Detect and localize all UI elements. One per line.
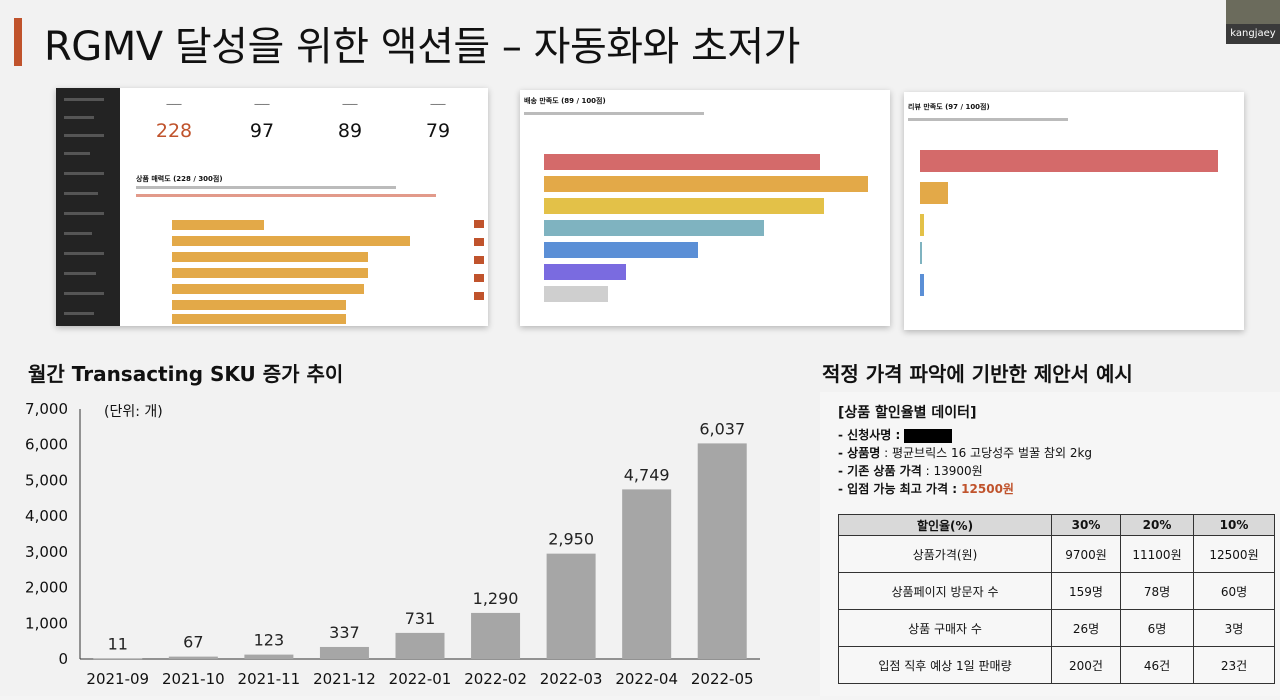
dashboard-sidebar [56, 88, 120, 326]
kpi-card: ━━━━━ 79 [425, 102, 451, 142]
x-tick-label: 2022-04 [615, 670, 678, 688]
max-price-line: - 입점 가능 최고 가격 : 12500원 [838, 482, 1014, 496]
table-header-cell: 할인율(%) [838, 514, 1052, 536]
slide-title: RGMV 달성을 위한 액션들 – 자동화와 초저가 [44, 24, 800, 70]
x-tick-label: 2022-03 [540, 670, 603, 688]
right-section-title: 적정 가격 파악에 기반한 제안서 예시 [822, 362, 1133, 386]
bar [471, 612, 521, 659]
dashboard-screenshot-1: ━━━━━ 228 ━━━━━ 97 ━━━━━ 89 ━━━━━ 79 상품 매력도 … [56, 88, 488, 326]
data-label: 4,749 [624, 465, 670, 484]
applicant-line: - 신청사명 : [838, 426, 953, 443]
s2-heading: 배송 만족도 (89 / 100점) [524, 97, 606, 105]
transacting-sku-chart: 0 1,000 2,000 3,000 4,000 5,000 6,000 7,000 (단위:… [0, 392, 780, 696]
y-tick-label: 1,000 [25, 614, 68, 632]
discount-table: 할인율(%) 30% 20% 10% 상품가격(원) 9700원 11100원 125… [838, 514, 1275, 684]
x-tick-label: 2021-10 [162, 670, 225, 688]
x-tick-label: 2022-02 [464, 670, 527, 688]
table-header-cell: 10% [1193, 514, 1275, 536]
bar [697, 443, 747, 659]
webcam-label: kangjaey [1226, 24, 1280, 44]
table-row: 상품 구매자 수 26명 6명 3명 [838, 609, 1275, 647]
data-label: 6,037 [699, 419, 745, 438]
kpi-card: ━━━━━ 89 [337, 102, 363, 142]
bar [244, 654, 294, 659]
bar [546, 553, 596, 659]
data-label: 11 [108, 635, 128, 654]
y-tick-label: 7,000 [25, 400, 68, 418]
data-label: 2,950 [548, 530, 594, 549]
x-tick-label: 2022-01 [389, 670, 452, 688]
x-tick-label: 2022-05 [691, 670, 754, 688]
left-section-title: 월간 Transacting SKU 증가 추이 [28, 362, 344, 386]
base-price-line: - 기존 상품 가격 : 13900원 [838, 464, 983, 478]
y-tick-label: 4,000 [25, 507, 68, 525]
table-header-row: 할인율(%) 30% 20% 10% [838, 514, 1275, 536]
table-header-cell: 20% [1120, 514, 1194, 536]
proposal-header: [상품 할인율별 데이터] [838, 405, 977, 421]
bar [168, 656, 218, 659]
redacted-block [904, 428, 953, 443]
bar [93, 658, 143, 660]
bar [319, 646, 369, 659]
data-label: 1,290 [473, 589, 519, 608]
product-line: - 상품명 : 평균브릭스 16 고당성주 벌꿀 참외 2kg [838, 446, 1093, 460]
dashboard-screenshot-3: 리뷰 만족도 (97 / 100점) [904, 92, 1244, 330]
dashboard-screenshot-2: 배송 만족도 (89 / 100점) [520, 90, 890, 326]
data-label: 337 [329, 623, 360, 642]
x-tick-label: 2021-11 [238, 670, 301, 688]
y-tick-label: 2,000 [25, 579, 68, 597]
data-label: 123 [254, 631, 285, 650]
table-row: 입점 직후 예상 1일 판매량 200건 46건 23건 [838, 646, 1275, 684]
s1-heading: 상품 매력도 (228 / 300점) [136, 175, 223, 183]
bar [622, 489, 672, 659]
x-tick-label: 2021-09 [86, 670, 149, 688]
webcam-thumbnail[interactable]: kangjaey [1226, 0, 1280, 44]
data-label: 731 [405, 609, 436, 628]
table-row: 상품페이지 방문자 수 159명 78명 60명 [838, 572, 1275, 610]
bar [395, 632, 445, 659]
x-tick-label: 2021-12 [313, 670, 376, 688]
y-tick-label: 3,000 [25, 543, 68, 561]
y-tick-label: 0 [58, 650, 68, 668]
data-label: 67 [183, 633, 203, 652]
kpi-card: ━━━━━ 97 [249, 102, 275, 142]
table-header-cell: 30% [1051, 514, 1121, 536]
title-accent-bar [14, 18, 22, 66]
kpi-card: ━━━━━ 228 [155, 102, 193, 142]
bar-chart-svg: 0 1,000 2,000 3,000 4,000 5,000 6,000 7,000 (단위:… [25, 400, 760, 688]
y-tick-label: 5,000 [25, 471, 68, 489]
s3-heading: 리뷰 만족도 (97 / 100점) [908, 103, 990, 111]
unit-note: (단위: 개) [104, 404, 163, 420]
table-row: 상품가격(원) 9700원 11100원 12500원 [838, 535, 1275, 573]
y-tick-label: 6,000 [25, 436, 68, 454]
